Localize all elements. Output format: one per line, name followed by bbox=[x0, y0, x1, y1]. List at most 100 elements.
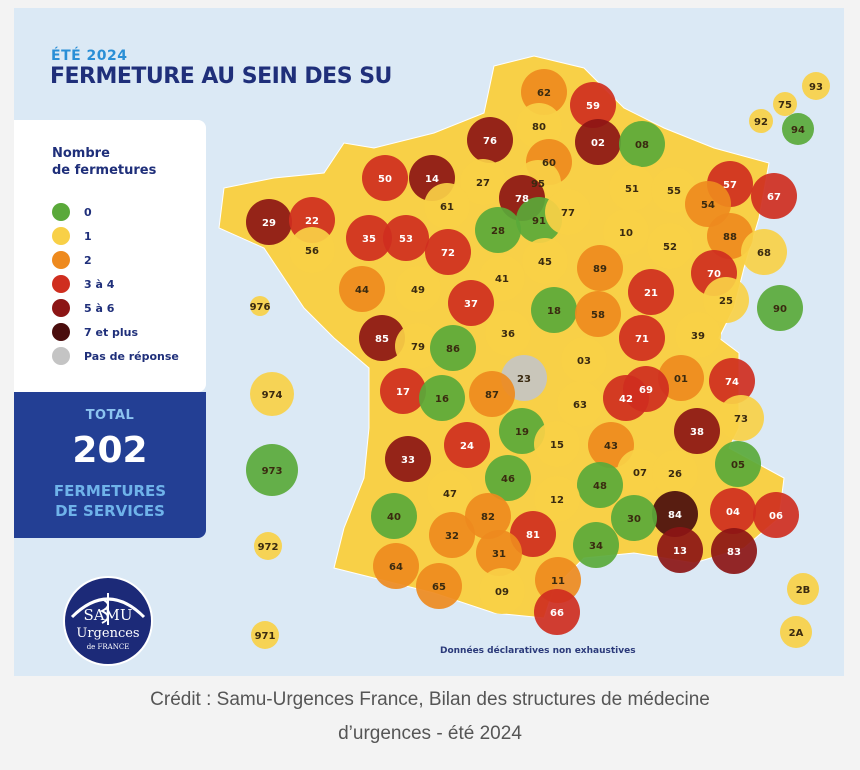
department-973 bbox=[246, 444, 298, 496]
department-07 bbox=[617, 449, 663, 495]
department-label-79: 79 bbox=[411, 342, 425, 353]
department-label-971: 971 bbox=[255, 631, 276, 642]
department-label-88: 88 bbox=[723, 232, 737, 243]
department-28 bbox=[475, 207, 521, 253]
department-87 bbox=[469, 371, 515, 417]
department-92 bbox=[749, 109, 773, 133]
department-08 bbox=[619, 121, 665, 167]
department-label-44: 44 bbox=[355, 285, 369, 296]
legend-label: 7 et plus bbox=[84, 325, 139, 339]
department-67 bbox=[751, 173, 797, 219]
department-09 bbox=[479, 568, 525, 614]
department-15 bbox=[534, 421, 580, 467]
department-label-48: 48 bbox=[593, 481, 607, 492]
department-26 bbox=[652, 450, 698, 496]
department-2A bbox=[780, 616, 812, 648]
logo-text1: SAMU bbox=[83, 606, 132, 624]
legend-swatch bbox=[52, 347, 70, 365]
legend-panel: Nombre de fermetures 0 1 2 3 à 4 5 à 6 7 et p… bbox=[14, 120, 206, 392]
department-label-02: 02 bbox=[591, 138, 605, 149]
department-79 bbox=[395, 323, 441, 369]
department-label-976: 976 bbox=[250, 302, 271, 313]
legend-swatch bbox=[52, 275, 70, 293]
legend-item: 0 bbox=[52, 200, 179, 224]
department-label-07: 07 bbox=[633, 468, 647, 479]
department-label-10: 10 bbox=[619, 228, 633, 239]
department-72 bbox=[425, 229, 471, 275]
department-61 bbox=[424, 183, 470, 229]
page-title: FERMETURE AU SEIN DES SU bbox=[50, 64, 392, 89]
legend-label: 0 bbox=[84, 205, 92, 219]
department-45 bbox=[522, 238, 568, 284]
department-label-51: 51 bbox=[625, 184, 639, 195]
department-50 bbox=[362, 155, 408, 201]
department-06 bbox=[753, 492, 799, 538]
department-03 bbox=[561, 337, 607, 383]
total-panel: TOTAL 202 FERMETURES DE SERVICES bbox=[14, 392, 206, 538]
legend-title-line1: Nombre bbox=[52, 146, 110, 161]
department-label-34: 34 bbox=[589, 541, 603, 552]
total-sub1: FERMETURES bbox=[53, 482, 167, 500]
department-81 bbox=[510, 511, 556, 557]
department-label-11: 11 bbox=[551, 576, 565, 587]
caption-line1: Crédit : Samu-Urgences France, Bilan des… bbox=[150, 689, 710, 710]
department-label-72: 72 bbox=[441, 248, 455, 259]
legend-item: 2 bbox=[52, 248, 179, 272]
legend-item: 7 et plus bbox=[52, 320, 179, 344]
department-93 bbox=[802, 72, 830, 100]
department-976 bbox=[250, 296, 270, 316]
department-label-94: 94 bbox=[791, 125, 805, 136]
department-11 bbox=[535, 557, 581, 603]
department-label-64: 64 bbox=[389, 562, 403, 573]
department-label-05: 05 bbox=[731, 460, 745, 471]
department-01 bbox=[658, 355, 704, 401]
department-84 bbox=[652, 491, 698, 537]
department-89 bbox=[577, 245, 623, 291]
department-label-68: 68 bbox=[757, 248, 771, 259]
legend-swatch bbox=[52, 227, 70, 245]
department-label-01: 01 bbox=[674, 374, 688, 385]
department-label-65: 65 bbox=[432, 582, 446, 593]
legend-label: 5 à 6 bbox=[84, 301, 115, 315]
department-label-75: 75 bbox=[778, 100, 792, 111]
legend-swatch bbox=[52, 299, 70, 317]
caption-line2: d’urgences - été 2024 bbox=[338, 723, 522, 744]
department-label-40: 40 bbox=[387, 512, 401, 523]
department-02 bbox=[575, 119, 621, 165]
department-label-90: 90 bbox=[773, 304, 787, 315]
department-label-32: 32 bbox=[445, 531, 459, 542]
department-62 bbox=[521, 69, 567, 115]
department-label-93: 93 bbox=[809, 82, 823, 93]
department-2B bbox=[787, 573, 819, 605]
department-53 bbox=[383, 215, 429, 261]
legend-label: Pas de réponse bbox=[84, 349, 179, 363]
department-label-53: 53 bbox=[399, 234, 413, 245]
department-69 bbox=[623, 366, 669, 412]
department-label-47: 47 bbox=[443, 489, 457, 500]
department-10 bbox=[603, 209, 649, 255]
footnote: Données déclaratives non exhaustives bbox=[440, 646, 636, 656]
department-label-49: 49 bbox=[411, 285, 425, 296]
department-34 bbox=[573, 522, 619, 568]
department-64 bbox=[373, 543, 419, 589]
department-label-45: 45 bbox=[538, 257, 552, 268]
samu-logo: SAMU Urgences de FRANCE bbox=[63, 576, 153, 666]
department-label-60: 60 bbox=[542, 158, 556, 169]
department-label-95: 95 bbox=[531, 179, 545, 190]
department-label-26: 26 bbox=[668, 469, 682, 480]
department-label-77: 77 bbox=[561, 208, 575, 219]
department-974 bbox=[250, 372, 294, 416]
department-label-74: 74 bbox=[725, 377, 739, 388]
department-48 bbox=[577, 462, 623, 508]
department-39 bbox=[675, 312, 721, 358]
department-label-84: 84 bbox=[668, 510, 682, 521]
department-label-27: 27 bbox=[476, 178, 490, 189]
department-label-42: 42 bbox=[619, 394, 633, 405]
department-51 bbox=[609, 165, 655, 211]
department-30 bbox=[611, 495, 657, 541]
department-label-61: 61 bbox=[440, 202, 454, 213]
department-label-28: 28 bbox=[491, 226, 505, 237]
department-66 bbox=[534, 589, 580, 635]
department-label-76: 76 bbox=[483, 136, 497, 147]
department-label-59: 59 bbox=[586, 101, 600, 112]
